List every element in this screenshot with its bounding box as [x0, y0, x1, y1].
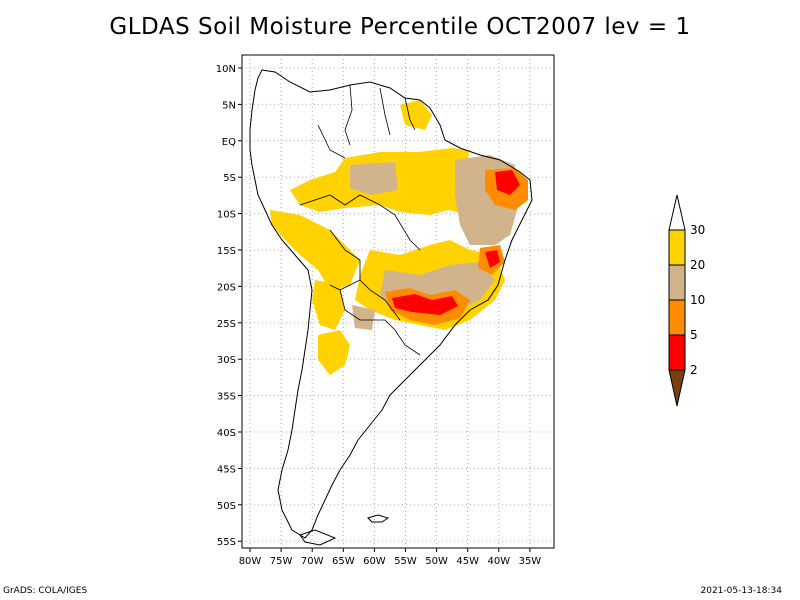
lat-label: 20S	[217, 282, 236, 293]
colorbar-label-10: 10	[690, 293, 705, 307]
axis-ticks: 10N 5N EQ 5S 10S 15S 20S 25S 30S 35S 40S 45S 50S 55S8…	[216, 64, 542, 567]
lat-label: 5N	[222, 100, 236, 111]
lon-label: 50W	[425, 556, 448, 567]
shading-layer	[270, 100, 528, 375]
colorbar-label-2: 2	[690, 363, 698, 377]
yellow-region-chaco	[312, 280, 345, 330]
lat-label: 10S	[217, 210, 236, 221]
island-tierra-del-fuego	[299, 529, 337, 546]
footer-timestamp: 2021-05-13-18:34	[700, 586, 783, 596]
colorbar-segment-2-5	[668, 334, 686, 371]
red-region-bahia	[485, 250, 500, 268]
lat-label: 45S	[217, 464, 236, 475]
lat-label: 55S	[217, 537, 236, 548]
red-region-parana	[392, 294, 458, 315]
colorbar-segment-10-20	[668, 264, 686, 301]
grid-lines	[242, 55, 554, 548]
tan-region-amazon	[350, 162, 398, 195]
footer-credit: GrADS: COLA/IGES	[3, 586, 88, 596]
lon-label: 60W	[363, 556, 386, 567]
lon-label: 80W	[239, 556, 262, 567]
colorbar: 30 20 10 5 2	[668, 194, 705, 407]
country-borders	[299, 84, 421, 356]
lon-label: 35W	[519, 556, 542, 567]
colorbar-bottom-triangle	[668, 369, 686, 407]
colorbar-label-30: 30	[690, 223, 705, 237]
yellow-region-argentina	[318, 330, 350, 375]
lat-label: 15S	[217, 246, 236, 257]
lon-label: 70W	[301, 556, 324, 567]
colorbar-top-triangle	[668, 194, 686, 231]
lon-label: 75W	[270, 556, 293, 567]
lat-label: 10N	[216, 64, 236, 75]
coastline-layer	[249, 69, 533, 546]
red-region-northeast	[495, 170, 520, 195]
lat-label: 50S	[217, 501, 236, 512]
colorbar-label-20: 20	[690, 258, 705, 272]
lon-label: 45W	[456, 556, 479, 567]
colorbar-label-5: 5	[690, 328, 698, 342]
colorbar-segment-5-10	[668, 299, 686, 336]
south-america-coastline	[249, 69, 533, 539]
yellow-region-guiana	[400, 100, 432, 130]
lat-label: 5S	[223, 173, 236, 184]
lat-label: EQ	[222, 137, 236, 148]
colorbar-segment-20-30	[668, 229, 686, 266]
lat-label: 25S	[217, 319, 236, 330]
island-falklands	[367, 514, 390, 523]
yellow-region-andes	[270, 210, 360, 290]
lon-label: 55W	[394, 556, 417, 567]
lon-label: 65W	[332, 556, 355, 567]
lon-label: 40W	[487, 556, 510, 567]
map-title: GLDAS Soil Moisture Percentile OCT2007 l…	[109, 14, 691, 40]
tan-region-chaco	[352, 305, 375, 330]
lat-label: 30S	[217, 355, 236, 366]
lat-label: 35S	[217, 392, 236, 403]
map-frame	[241, 54, 555, 549]
lat-label: 40S	[217, 428, 236, 439]
